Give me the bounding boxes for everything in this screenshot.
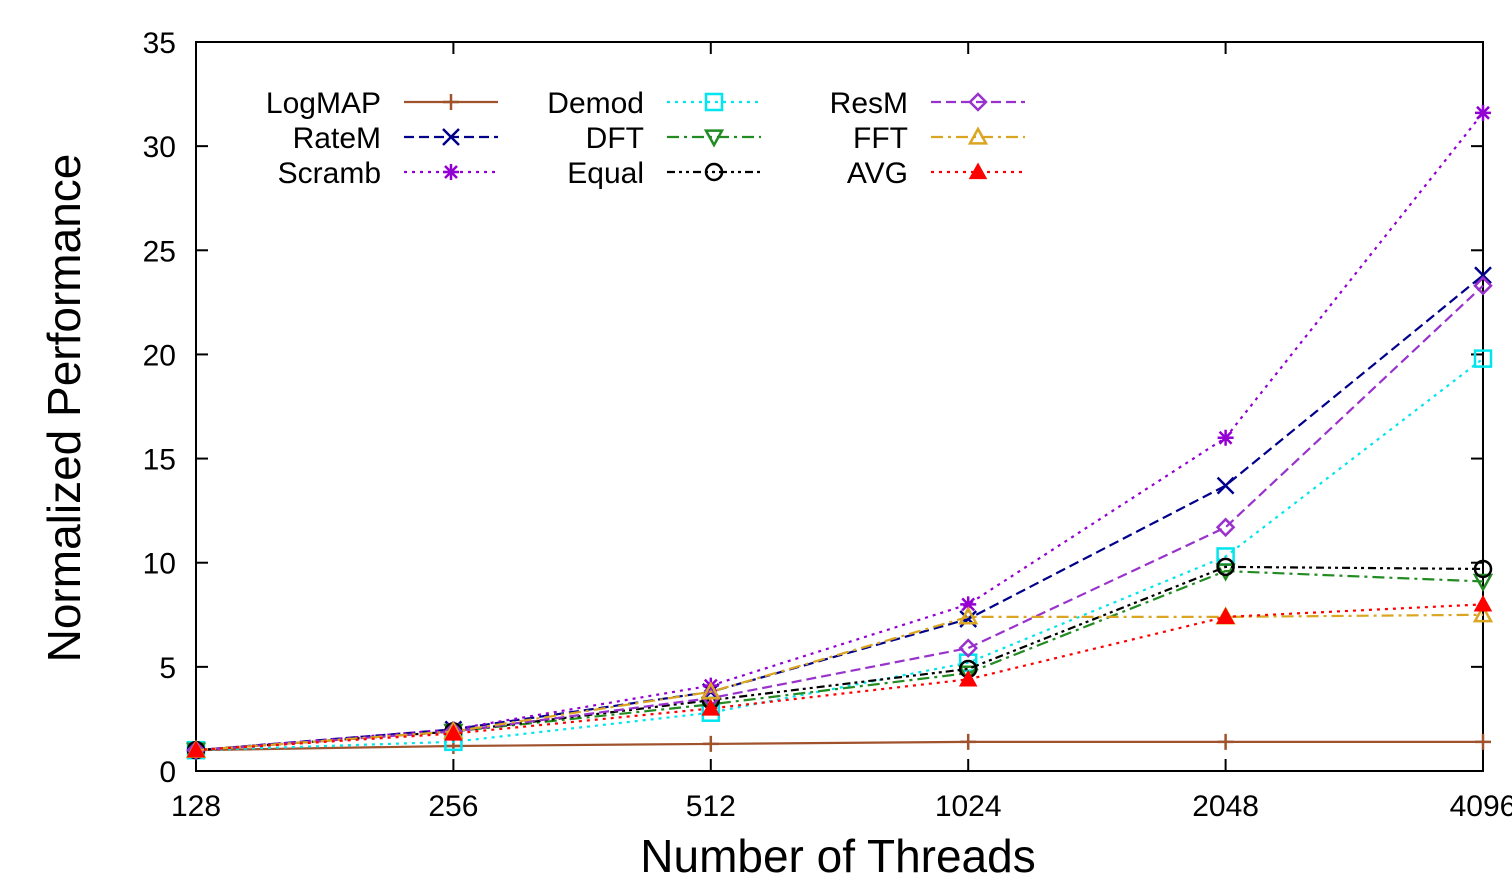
y-tick-label: 20 — [143, 339, 176, 372]
marker — [958, 669, 978, 687]
y-tick-label: 5 — [159, 652, 176, 685]
legend-label: ResM — [830, 87, 908, 120]
marker — [1216, 607, 1235, 625]
legend-label: AVG — [847, 157, 908, 190]
marker — [1473, 594, 1493, 612]
marker — [968, 92, 988, 112]
marker — [1217, 429, 1234, 446]
x-axis-label: Number of Threads — [640, 830, 1035, 882]
x-tick-label: 2048 — [1192, 790, 1259, 823]
marker — [444, 723, 463, 741]
series-line — [195, 565, 1484, 752]
x-tick-label: 4096 — [1450, 790, 1512, 823]
legend-label: Scramb — [278, 157, 381, 190]
legend-item-demod: Demod — [547, 87, 761, 120]
series-line — [195, 603, 1484, 752]
y-axis-label: Normalized Performance — [38, 154, 90, 663]
x-tick-label: 128 — [171, 790, 221, 823]
marker — [1475, 733, 1491, 750]
legend-label: RateM — [293, 122, 381, 155]
series-line — [195, 740, 1483, 752]
marker — [1473, 275, 1493, 296]
marker — [704, 92, 724, 112]
marker — [1474, 266, 1492, 285]
legend-label: Demod — [547, 87, 644, 120]
series-layer — [185, 104, 1494, 761]
marker — [960, 596, 977, 613]
marker — [967, 126, 989, 145]
marker — [704, 162, 724, 182]
y-tick-label: 10 — [143, 548, 176, 581]
series-scramb — [188, 104, 1491, 759]
marker — [958, 665, 979, 684]
legend-label: DFT — [586, 122, 644, 155]
marker — [442, 128, 460, 146]
series-ratem — [187, 266, 1492, 760]
legend-item-logmap: LogMAP — [266, 87, 498, 120]
marker — [960, 733, 977, 750]
y-tick-label: 35 — [143, 27, 176, 60]
marker — [703, 129, 725, 148]
marker — [1215, 563, 1236, 582]
y-tick-label: 25 — [143, 235, 176, 268]
axes: 0 5 10 15 20 25 30 35 128 256 512 1024 2048 4096 — [143, 27, 1512, 823]
legend-item-ratem: RateM — [293, 122, 498, 155]
marker — [968, 162, 988, 180]
legend-item-resm: ResM — [830, 87, 1025, 120]
marker — [186, 740, 206, 760]
marker — [958, 638, 978, 658]
marker — [1217, 733, 1234, 750]
marker — [1473, 559, 1493, 579]
marker — [1472, 573, 1494, 593]
series-line — [195, 569, 1484, 752]
marker — [1215, 517, 1236, 538]
series-line — [195, 357, 1484, 752]
series-equal — [186, 557, 1493, 760]
series-avg — [186, 594, 1493, 758]
legend-item-fft: FFT — [853, 122, 1025, 155]
legend-item-dft: DFT — [586, 122, 761, 155]
marker — [186, 740, 206, 758]
legend-item-scramb: Scramb — [278, 157, 498, 190]
marker — [1472, 604, 1494, 623]
y-tick-label: 15 — [143, 444, 176, 477]
y-tick-label: 30 — [143, 131, 176, 164]
legend-label: FFT — [853, 122, 908, 155]
marker — [1473, 349, 1493, 368]
x-tick-label: 1024 — [935, 790, 1002, 823]
legend-label: Equal — [567, 157, 644, 190]
marker — [701, 698, 721, 716]
marker — [700, 681, 721, 700]
y-tick-label: 0 — [159, 756, 176, 789]
marker — [958, 606, 979, 625]
legend-item-equal: Equal — [567, 157, 761, 190]
series-line — [195, 613, 1484, 752]
marker — [443, 164, 459, 180]
x-tick-label: 512 — [686, 790, 736, 823]
series-line — [195, 274, 1484, 752]
legend-label: LogMAP — [266, 87, 381, 120]
marker — [443, 94, 459, 110]
marker — [1216, 557, 1235, 577]
marker — [1216, 476, 1235, 495]
series-demod — [186, 349, 1493, 760]
series-line — [195, 284, 1484, 752]
legend-item-avg: AVG — [847, 157, 1025, 190]
plot-frame — [195, 41, 1484, 772]
x-tick-label: 256 — [428, 790, 478, 823]
marker — [1475, 104, 1491, 121]
marker — [702, 735, 719, 752]
series-dft — [185, 563, 1494, 761]
